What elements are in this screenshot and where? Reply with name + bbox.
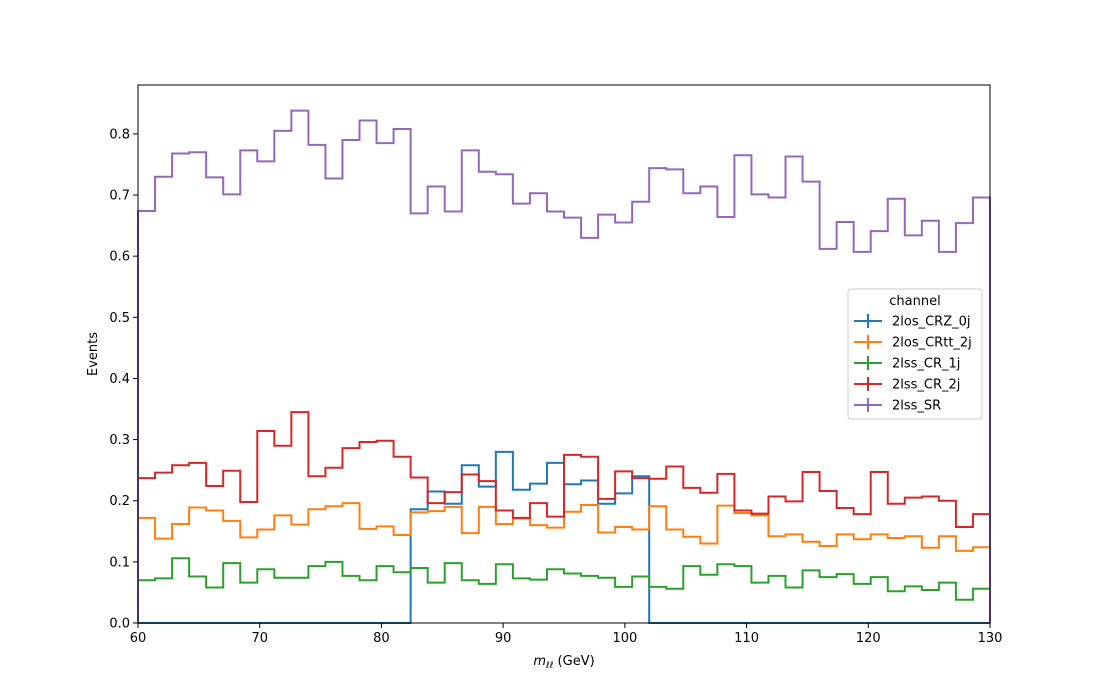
y-axis: 0.0 0.1 0.2 0.3 0.4 0.5 0.6 0.7 0.8 — [109, 127, 138, 632]
x-axis: 60 70 80 90 100 110 120 130 — [130, 623, 1003, 646]
y-axis-label: Events — [86, 332, 101, 376]
legend-label: 2lss_SR — [892, 399, 941, 414]
y-tick-label: 0.8 — [109, 127, 130, 142]
x-tick-label: 70 — [251, 631, 268, 646]
legend-entry-2los_CRtt_2j: 2los_CRtt_2j — [854, 335, 972, 351]
x-axis-label-subscript: ℓℓ — [545, 661, 553, 671]
plot-frame — [137, 84, 991, 624]
x-axis-label-unit: (GeV) — [553, 654, 594, 669]
x-tick-label: 90 — [495, 631, 512, 646]
y-tick-label: 0.1 — [109, 555, 130, 570]
legend-label: 2los_CRZ_0j — [892, 315, 971, 330]
legend-entry-2lss_CR_1j: 2lss_CR_1j — [854, 356, 960, 372]
x-tick-label: 60 — [130, 631, 147, 646]
legend-entries: 2los_CRZ_0j 2los_CRtt_2j 2lss_CR_1j 2lss_CR… — [854, 314, 972, 414]
x-tick-label: 100 — [612, 631, 637, 646]
x-tick-label: 130 — [978, 631, 1003, 646]
series-line-2los_CRtt_2j — [137, 502, 991, 623]
series-line-2lss_CR_2j — [137, 411, 991, 623]
legend-title: channel — [889, 294, 940, 309]
legend-entry-2lss_CR_2j: 2lss_CR_2j — [854, 377, 960, 393]
y-tick-label: 0.4 — [109, 372, 130, 387]
legend-entry-2lss_SR: 2lss_SR — [854, 398, 941, 414]
y-tick-label: 0.0 — [109, 617, 130, 632]
x-axis-label-main: m — [533, 654, 546, 669]
x-tick-label: 120 — [856, 631, 881, 646]
series-line-2lss_CR_1j — [137, 557, 991, 623]
series-line-2lss_SR — [137, 109, 991, 623]
y-tick-label: 0.3 — [109, 433, 130, 448]
legend: channel 2los_CRZ_0j 2los_CRtt_2j 2lss_CR_1… — [847, 288, 983, 420]
x-axis-label: mℓℓ (GeV) — [533, 654, 594, 671]
x-tick-label: 80 — [373, 631, 390, 646]
y-tick-label: 0.5 — [109, 311, 130, 326]
legend-label: 2lss_CR_2j — [892, 378, 960, 393]
legend-label: 2lss_CR_1j — [892, 357, 960, 372]
legend-entry-2los_CRZ_0j: 2los_CRZ_0j — [854, 314, 971, 330]
legend-label: 2los_CRtt_2j — [892, 336, 972, 351]
y-tick-label: 0.7 — [109, 189, 130, 204]
y-tick-label: 0.6 — [109, 250, 130, 265]
y-tick-label: 0.2 — [109, 494, 130, 509]
x-tick-label: 110 — [734, 631, 759, 646]
